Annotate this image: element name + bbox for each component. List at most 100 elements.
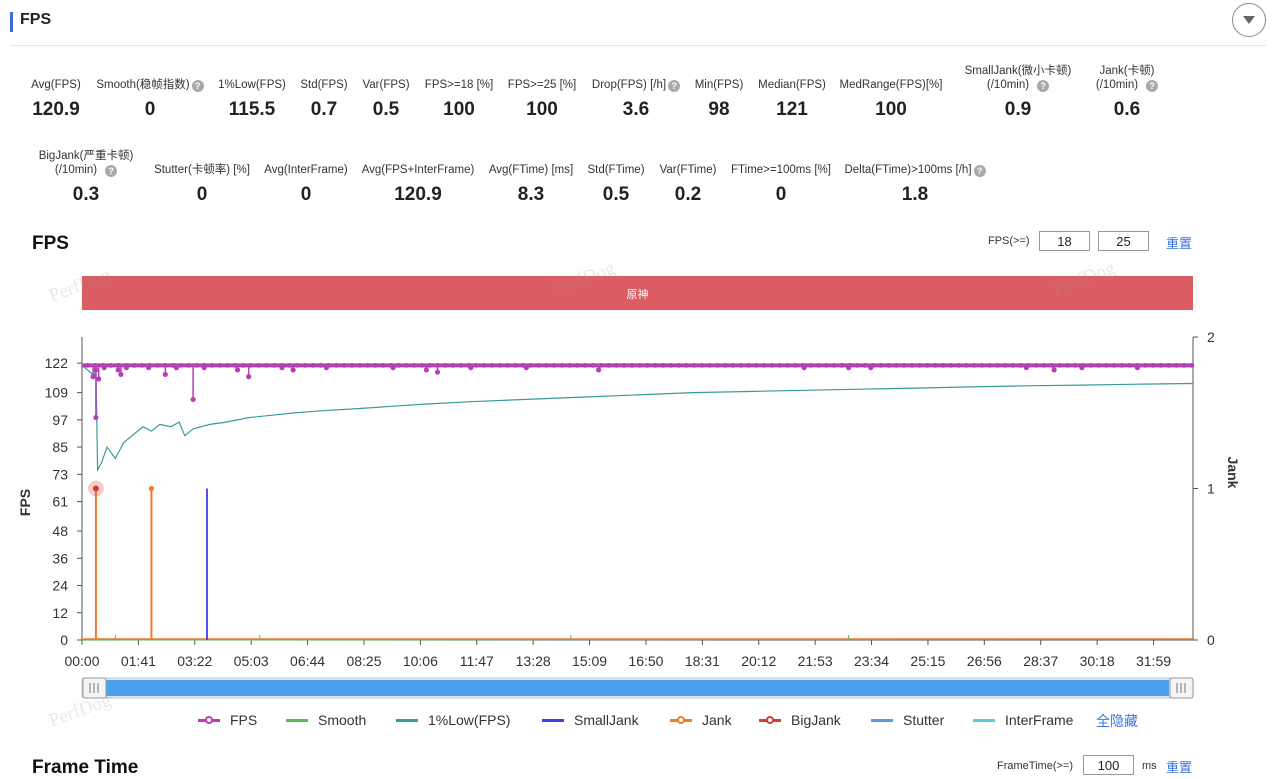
legend-item[interactable]: BigJank: [759, 711, 841, 729]
fps-point: [388, 362, 394, 368]
fps-point: [847, 362, 853, 368]
scene-bar[interactable]: [82, 276, 1193, 310]
help-icon[interactable]: ?: [973, 165, 986, 177]
y2-tick-label: 1: [1207, 481, 1215, 497]
stat-label: Min(FPS): [689, 78, 749, 92]
stat-value: 120.9: [32, 99, 80, 120]
fps-point: [886, 362, 891, 368]
fps-point: [194, 362, 199, 368]
fps-point: [660, 362, 666, 368]
panel-title: FPS: [20, 11, 52, 28]
legend-item[interactable]: Jank: [670, 711, 732, 729]
fps-point: [559, 362, 565, 368]
stat-label-text: Var(FPS): [362, 79, 410, 91]
stat-label: Jank(卡顿): [1082, 64, 1172, 78]
stat-value: 0: [144, 99, 156, 120]
stat-label: Std(FTime): [581, 163, 651, 177]
help-icon[interactable]: ?: [105, 165, 118, 177]
stat-label-unit: (/10min)?: [1082, 78, 1172, 92]
stat-value: 0: [196, 184, 208, 205]
legend-item[interactable]: Stutter: [871, 711, 944, 729]
fps-point: [404, 362, 409, 368]
stat-item: Std(FTime) 0.5: [581, 163, 651, 223]
x-tick-label: 13:28: [516, 653, 551, 669]
fps-point: [139, 362, 145, 368]
fps-point: [232, 362, 238, 368]
fps-point: [948, 362, 954, 368]
fps-point: [528, 362, 534, 368]
y2-axis-label: Jank: [1225, 457, 1241, 489]
stat-label-text: FTime>=100ms [%]: [731, 164, 831, 176]
help-icon[interactable]: ?: [668, 80, 681, 92]
fps-point: [1119, 362, 1125, 368]
hide-all-link[interactable]: 全隐藏: [1096, 713, 1138, 729]
fps-reset-link[interactable]: 重置: [1166, 236, 1193, 251]
fps-point: [777, 362, 783, 368]
fps-point: [209, 362, 215, 368]
fps-point: [287, 362, 293, 368]
fps-point: [458, 362, 464, 368]
frametime-threshold-input[interactable]: [1083, 755, 1134, 775]
stat-label-text: Avg(FTime) [ms]: [488, 164, 574, 176]
x-tick-label: 18:31: [685, 653, 720, 669]
fps-point: [707, 362, 713, 368]
legend-item[interactable]: InterFrame: [973, 711, 1073, 729]
help-icon[interactable]: ?: [1037, 80, 1050, 92]
fps-point: [1057, 362, 1063, 368]
fps-point: [1049, 362, 1055, 368]
legend-item[interactable]: FPS: [198, 711, 257, 729]
stat-label: BigJank(严重卡顿): [26, 149, 146, 163]
fps-point: [217, 362, 223, 368]
frametime-reset-link[interactable]: 重置: [1166, 760, 1193, 775]
legend-item[interactable]: 1%Low(FPS): [396, 711, 510, 729]
fps-point: [341, 362, 347, 368]
stat-value: 100: [875, 99, 907, 120]
fps-point: [357, 362, 363, 368]
fps-point: [917, 362, 923, 368]
fps-point: [963, 362, 969, 368]
legend-item[interactable]: SmallJank: [542, 711, 639, 729]
fps-point: [481, 362, 487, 368]
fps-point: [1103, 362, 1109, 368]
stat-item: Avg(FTime) [ms] 8.3: [481, 163, 581, 223]
help-icon[interactable]: ?: [1146, 80, 1159, 92]
fps-threshold-input-1[interactable]: [1039, 231, 1090, 251]
range-slider-selection[interactable]: [106, 680, 1169, 696]
fps-point: [396, 362, 402, 368]
fps-point: [435, 362, 440, 368]
fps-point: [590, 362, 596, 368]
legend-item[interactable]: Smooth: [286, 711, 366, 729]
fps-point: [466, 362, 472, 368]
stat-item: Min(FPS) 98: [689, 78, 749, 138]
stat-value: 98: [708, 99, 730, 120]
fps-point: [1142, 362, 1148, 368]
fps-point: [334, 362, 339, 368]
fps-threshold-input-2[interactable]: [1098, 231, 1149, 251]
collapse-button[interactable]: [1232, 3, 1266, 37]
stat-label-text: FPS>=18 [%]: [424, 79, 494, 91]
fps-point: [1088, 362, 1094, 368]
stat-value: 0.7: [310, 99, 338, 120]
fps-point: [808, 362, 814, 368]
fps-point: [90, 374, 96, 380]
stat-label-text: FPS>=25 [%]: [507, 79, 577, 91]
fps-threshold-label: FPS(>=): [988, 235, 1030, 247]
legend-swatch: [871, 714, 893, 726]
help-icon[interactable]: ?: [191, 80, 204, 92]
fps-point: [411, 362, 417, 368]
legend-label: Jank: [702, 712, 732, 728]
stat-value: 8.3: [517, 184, 545, 205]
stat-label: Smooth(稳帧指数)?: [95, 78, 205, 92]
stat-value: 3.6: [622, 99, 650, 120]
legend-label: FPS: [230, 712, 258, 728]
fps-point: [264, 362, 269, 368]
y-tick-label: 109: [45, 385, 69, 401]
fps-panel-header: FPS: [10, 3, 1266, 46]
fps-point: [497, 362, 503, 368]
x-tick-label: 11:47: [460, 653, 494, 669]
stat-label-text: Avg(InterFrame): [264, 164, 348, 176]
fps-point: [162, 371, 168, 378]
fps-point: [1018, 362, 1024, 368]
fps-point: [606, 362, 612, 368]
